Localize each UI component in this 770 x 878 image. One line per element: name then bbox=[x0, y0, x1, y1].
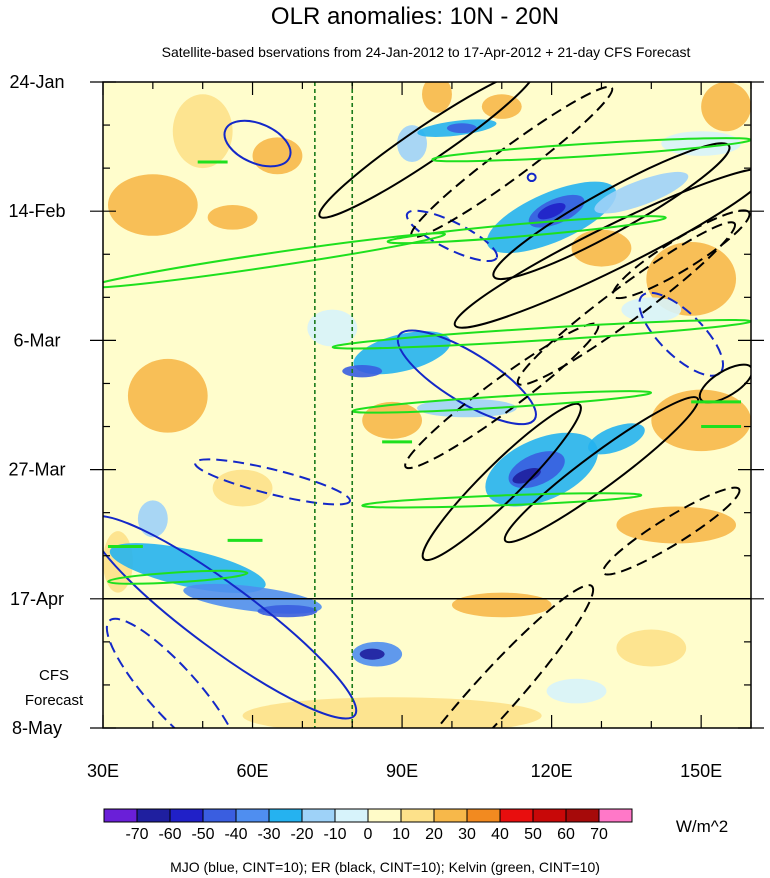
anomaly-region bbox=[127, 358, 208, 433]
colorbar-swatch bbox=[400, 808, 435, 823]
colorbar-swatch bbox=[499, 808, 534, 823]
colorbar-swatch bbox=[301, 808, 336, 823]
mjo-contour bbox=[405, 209, 499, 263]
colorbar-swatch bbox=[169, 808, 204, 823]
colorbar-units: W/m^2 bbox=[676, 817, 728, 836]
colorbar-label: 40 bbox=[491, 826, 509, 843]
anomaly-region bbox=[616, 506, 737, 544]
y-tick-label: 17-Apr bbox=[10, 589, 64, 609]
colorbar-label: -50 bbox=[191, 826, 214, 843]
colorbar-label: -20 bbox=[290, 826, 313, 843]
anomaly-region bbox=[651, 389, 751, 452]
colorbar-swatch bbox=[367, 808, 402, 823]
forecast-label-line1: CFS bbox=[39, 667, 69, 684]
er-contour bbox=[503, 396, 700, 544]
contour-legend-caption: MJO (blue, CINT=10); ER (black, CINT=10)… bbox=[170, 859, 600, 875]
anomaly-region bbox=[207, 205, 258, 230]
reference-lines bbox=[103, 82, 751, 728]
colorbar-label: 10 bbox=[392, 826, 410, 843]
mjo-contour bbox=[396, 329, 537, 426]
colorbar: -70 -60 -50 -40 -30 -20 -10 0 10 20 30 40 50 60 70 bbox=[103, 808, 633, 843]
wave-contours bbox=[103, 82, 751, 728]
y-tick-label: 27-Mar bbox=[8, 460, 65, 480]
anomaly-region bbox=[307, 309, 358, 347]
er-contour bbox=[492, 142, 731, 281]
mjo-contour bbox=[223, 119, 292, 168]
colorbar-swatch bbox=[103, 808, 138, 823]
plot-frame bbox=[102, 81, 752, 729]
anomaly-region bbox=[446, 123, 477, 134]
y-tick-label: 14-Feb bbox=[8, 201, 65, 221]
colorbar-label: 60 bbox=[557, 826, 575, 843]
anomaly-region bbox=[137, 500, 168, 538]
kelvin-contour bbox=[107, 569, 249, 585]
anomaly-region bbox=[537, 203, 566, 220]
anomaly-region bbox=[621, 297, 682, 322]
anomaly-region bbox=[342, 365, 383, 378]
colorbar-swatch bbox=[598, 808, 633, 823]
kelvin-contour bbox=[103, 232, 447, 289]
colorbar-label: 20 bbox=[425, 826, 443, 843]
er-contour bbox=[602, 486, 741, 576]
er-contour bbox=[698, 363, 751, 404]
colorbar-label: -40 bbox=[224, 826, 247, 843]
colorbar-swatch bbox=[565, 808, 600, 823]
anomaly-region bbox=[212, 469, 273, 507]
anomaly-region bbox=[422, 82, 452, 113]
anomaly-region bbox=[616, 629, 687, 667]
x-axis-labels: 30E 60E 90E 120E 150E bbox=[87, 761, 722, 781]
mjo-contour bbox=[526, 172, 537, 183]
colorbar-swatch bbox=[466, 808, 501, 823]
mjo-contour bbox=[103, 515, 358, 720]
chart-subtitle: Satellite-based bservations from 24-Jan-… bbox=[162, 44, 691, 60]
er-contour bbox=[389, 584, 595, 728]
colorbar-swatch bbox=[202, 808, 237, 823]
y-tick-label: 8-May bbox=[12, 718, 62, 738]
forecast-label-line2: Forecast bbox=[25, 692, 84, 709]
anomaly-region bbox=[451, 592, 552, 618]
anomaly-region bbox=[359, 648, 385, 660]
x-tick-label: 30E bbox=[87, 761, 119, 781]
colorbar-label: 30 bbox=[458, 826, 476, 843]
anomaly-region bbox=[252, 137, 303, 175]
colorbar-label: 0 bbox=[364, 826, 373, 843]
anomaly-region bbox=[594, 171, 689, 214]
anomaly-region bbox=[701, 82, 751, 132]
x-tick-label: 120E bbox=[531, 761, 573, 781]
colorbar-label: -10 bbox=[323, 826, 346, 843]
anomaly-region bbox=[242, 697, 542, 728]
anomaly-region bbox=[417, 398, 517, 418]
anomaly-region bbox=[571, 229, 632, 267]
mjo-contour bbox=[193, 458, 351, 506]
y-axis-labels: 24-Jan 14-Feb 6-Mar 27-Mar 17-Apr 8-May bbox=[8, 72, 65, 738]
x-tick-label: 90E bbox=[386, 761, 418, 781]
colorbar-swatch bbox=[268, 808, 303, 823]
colorbar-swatch bbox=[334, 808, 369, 823]
y-tick-label: 6-Mar bbox=[13, 330, 60, 350]
er-contour bbox=[611, 209, 751, 300]
colorbar-swatch bbox=[235, 808, 270, 823]
chart-title: OLR anomalies: 10N - 20N bbox=[271, 3, 559, 30]
y-tick-label: 24-Jan bbox=[9, 72, 64, 92]
colorbar-label: 70 bbox=[590, 826, 608, 843]
anomaly-region bbox=[172, 94, 233, 169]
colorbar-label: -30 bbox=[257, 826, 280, 843]
anomaly-region bbox=[481, 94, 522, 119]
colorbar-swatch bbox=[532, 808, 567, 823]
colorbar-label: -60 bbox=[158, 826, 181, 843]
kelvin-contour bbox=[361, 492, 643, 509]
anomaly-region bbox=[107, 174, 198, 236]
colorbar-label: -70 bbox=[125, 826, 148, 843]
x-tick-label: 60E bbox=[237, 761, 269, 781]
er-contour bbox=[516, 221, 737, 386]
colorbar-label: 50 bbox=[524, 826, 542, 843]
x-tick-label: 150E bbox=[680, 761, 722, 781]
colorbar-swatch bbox=[433, 808, 468, 823]
colorbar-swatch bbox=[136, 808, 171, 823]
anomaly-region bbox=[546, 678, 607, 704]
anomaly-field bbox=[103, 82, 751, 728]
kelvin-contour bbox=[386, 215, 667, 245]
anomaly-region bbox=[512, 467, 541, 484]
